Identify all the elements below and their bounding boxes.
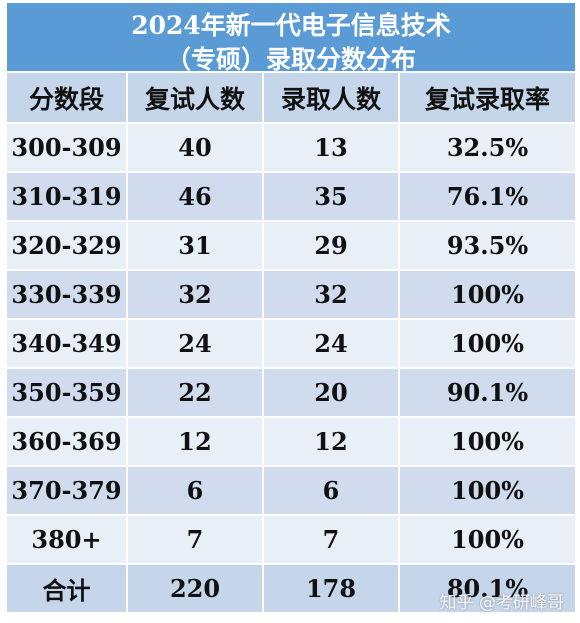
cell-admitted-count: 7 [262,514,399,564]
cell-admitted-count: 24 [262,318,399,368]
cell-score-range: 360-369 [7,416,127,466]
header-retest-count: 复试人数 [126,71,263,123]
cell-admission-rate: 100% [398,514,575,564]
header-row: 分数段 复试人数 录取人数 复试录取率 [7,71,575,123]
table-row: 360-369 12 12 100% [7,416,575,466]
cell-admitted-count: 35 [262,171,399,221]
table-title: 2024年新一代电子信息技术 （专硕）录取分数分布 [7,3,575,74]
cell-retest-count: 22 [126,367,263,417]
cell-admission-rate: 100% [398,269,575,319]
cell-score-range: 380+ [7,514,127,564]
table-row: 340-349 24 24 100% [7,318,575,368]
watermark: 知乎 @考研峰哥 [439,593,564,613]
cell-admitted-count: 13 [262,122,399,172]
cell-score-range: 320-329 [7,220,127,270]
title-line-2: （专硕）录取分数分布 [165,45,416,74]
cell-score-range: 350-359 [7,367,127,417]
total-row: 合计 220 178 80.1% [7,563,575,612]
cell-admission-rate: 100% [398,465,575,515]
total-retest-count: 220 [126,563,263,612]
title-line-1: 2024年新一代电子信息技术 [131,11,451,40]
cell-score-range: 370-379 [7,465,127,515]
cell-retest-count: 32 [126,269,263,319]
cell-score-range: 300-309 [7,122,127,172]
cell-admitted-count: 20 [262,367,399,417]
cell-admitted-count: 32 [262,269,399,319]
cell-admission-rate: 93.5% [398,220,575,270]
cell-retest-count: 6 [126,465,263,515]
data-table: 分数段 复试人数 录取人数 复试录取率 300-309 40 13 32.5% … [7,71,575,612]
total-admitted-count: 178 [262,563,399,612]
cell-retest-count: 31 [126,220,263,270]
header-admission-rate: 复试录取率 [398,71,575,123]
cell-score-range: 310-319 [7,171,127,221]
cell-admission-rate: 90.1% [398,367,575,417]
cell-retest-count: 40 [126,122,263,172]
cell-admission-rate: 100% [398,416,575,466]
cell-admission-rate: 100% [398,318,575,368]
cell-admitted-count: 6 [262,465,399,515]
cell-retest-count: 7 [126,514,263,564]
cell-retest-count: 24 [126,318,263,368]
cell-retest-count: 46 [126,171,263,221]
cell-score-range: 330-339 [7,269,127,319]
cell-admitted-count: 29 [262,220,399,270]
table-row: 370-379 6 6 100% [7,465,575,515]
cell-score-range: 340-349 [7,318,127,368]
header-score-range: 分数段 [7,71,127,123]
table-row: 300-309 40 13 32.5% [7,122,575,172]
table-row: 380+ 7 7 100% [7,514,575,564]
table-row: 330-339 32 32 100% [7,269,575,319]
cell-admitted-count: 12 [262,416,399,466]
cell-retest-count: 12 [126,416,263,466]
table-row: 350-359 22 20 90.1% [7,367,575,417]
table-row: 320-329 31 29 93.5% [7,220,575,270]
header-admitted-count: 录取人数 [262,71,399,123]
total-admission-rate: 80.1% [398,563,575,612]
total-label: 合计 [7,563,127,612]
score-distribution-table: 2024年新一代电子信息技术 （专硕）录取分数分布 分数段 复试人数 录取人数 … [6,2,576,613]
cell-admission-rate: 76.1% [398,171,575,221]
table-row: 310-319 46 35 76.1% [7,171,575,221]
cell-admission-rate: 32.5% [398,122,575,172]
